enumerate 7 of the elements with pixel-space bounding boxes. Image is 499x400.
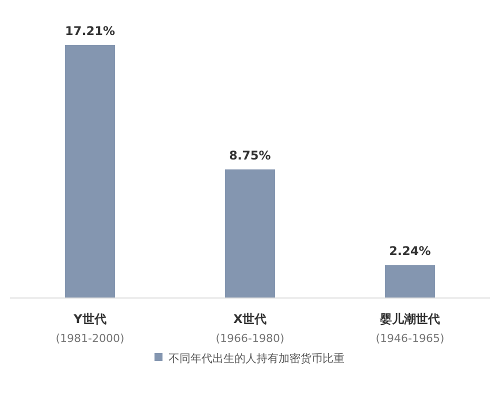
x-tick-label: X世代 (1966-1980) <box>216 312 284 345</box>
data-label: 2.24% <box>389 244 431 258</box>
x-tick-label: 婴儿潮世代 (1946-1965) <box>376 312 444 345</box>
legend-label: 不同年代出生的人持有加密货币比重 <box>168 352 344 365</box>
data-label: 8.75% <box>229 148 271 162</box>
data-label: 17.21% <box>65 24 115 38</box>
x-tick-label: Y世代 (1981-2000) <box>56 312 124 345</box>
